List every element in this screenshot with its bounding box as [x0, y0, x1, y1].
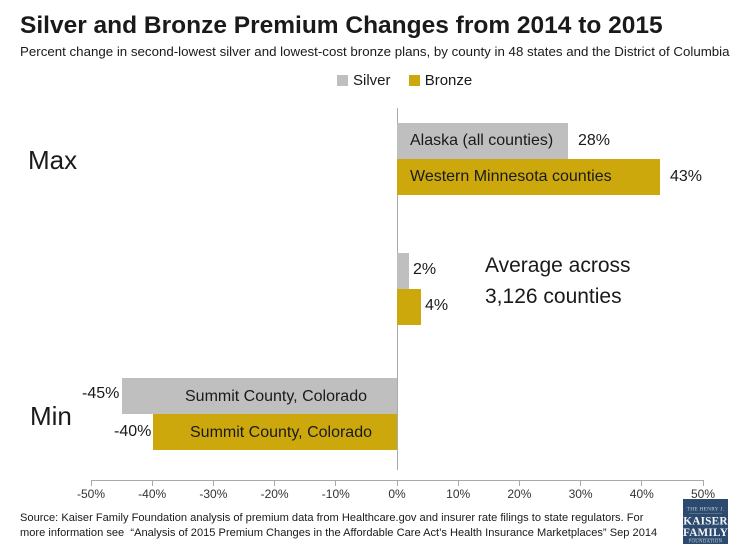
svg-text:KAISER: KAISER [683, 515, 728, 527]
svg-text:FAMILY: FAMILY [683, 527, 728, 539]
svg-text:THE HENRY J.: THE HENRY J. [687, 507, 725, 513]
svg-text:FOUNDATION: FOUNDATION [689, 539, 723, 544]
